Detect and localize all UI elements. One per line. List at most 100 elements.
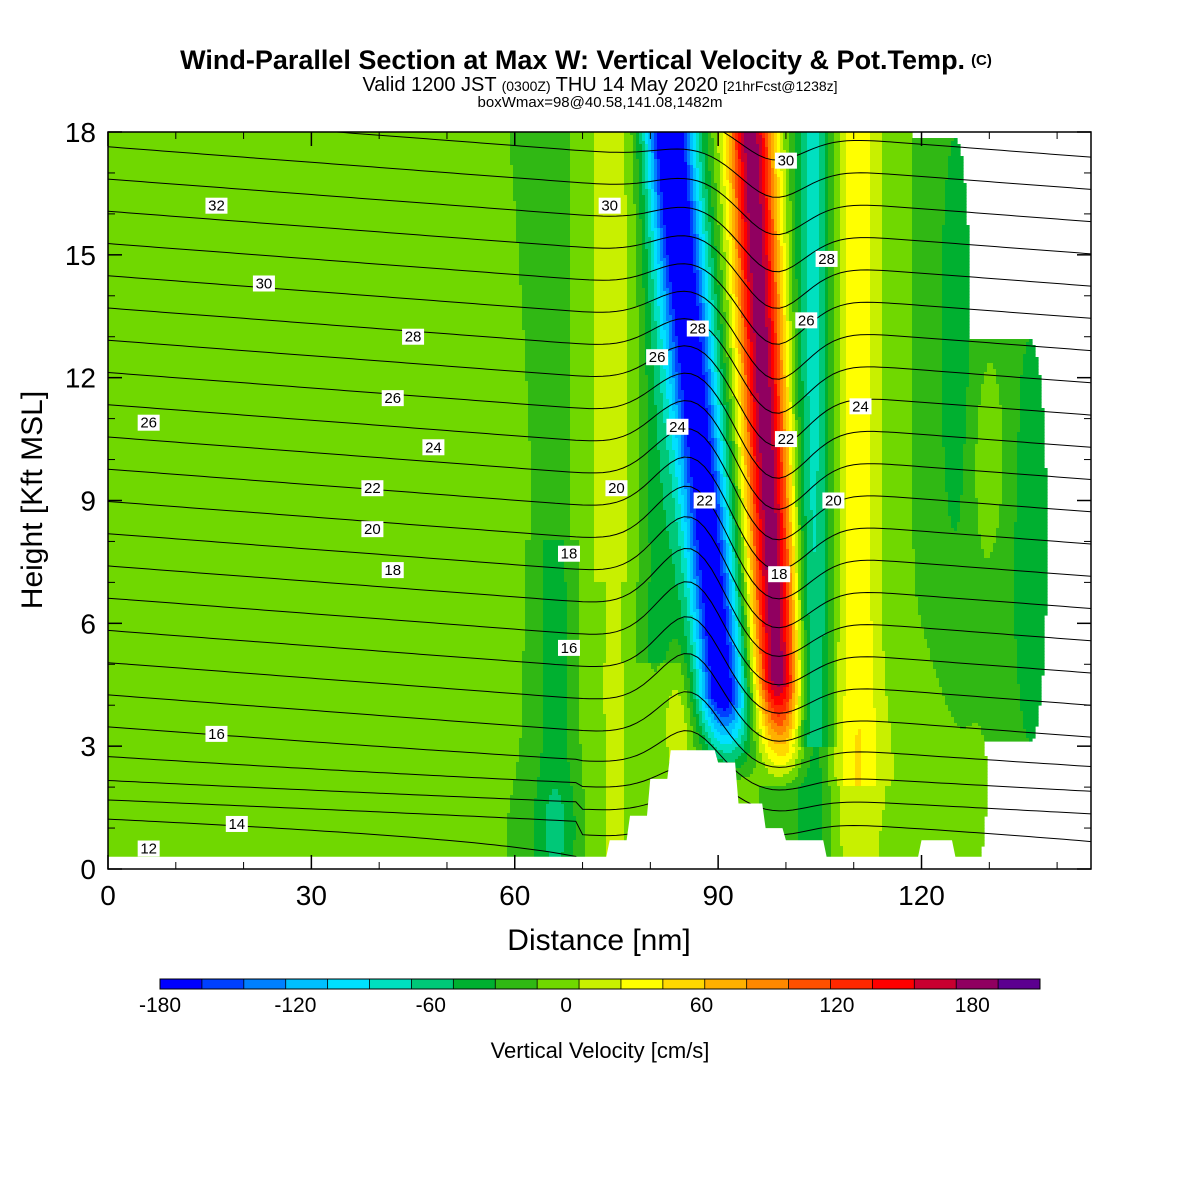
theta-contour-line	[108, 456, 1091, 571]
colorbar-swatch	[327, 979, 370, 989]
colorbar-swatch	[285, 979, 328, 989]
y-axis-label: Height [Kft MSL]	[16, 391, 49, 609]
colorbar-swatch	[914, 979, 957, 989]
theta-contour-label: 24	[422, 439, 445, 456]
colorbar-swatch	[369, 979, 412, 989]
axis-ticks: 0 30 60 90 120 0 3 6 9 12 15 18	[65, 117, 1091, 911]
theta-contour-label: 24	[849, 398, 872, 415]
colorbar-swatch	[956, 979, 999, 989]
theta-contour-label: 18	[768, 566, 791, 583]
colorbar-swatch	[537, 979, 580, 989]
theta-contour-label: 28	[815, 251, 838, 268]
theta-contour-label: 26	[795, 312, 818, 329]
colorbar-swatch	[620, 979, 664, 989]
colorbar-swatch	[746, 979, 789, 989]
chart-box-line: boxWmax=98@40.58,141.08,1482m	[478, 94, 723, 111]
theta-contour-label: 30	[774, 152, 797, 170]
theta-contour-label: 20	[361, 521, 384, 538]
colorbar-swatch	[201, 979, 245, 989]
theta-contour-line	[108, 485, 1091, 600]
x-tick-label: 120	[898, 880, 945, 911]
colorbar-frame	[159, 978, 1041, 990]
colorbar-swatch	[411, 979, 454, 989]
theta-contour-line	[108, 547, 1091, 657]
x-tick-label: 0	[100, 880, 116, 911]
colorbar-label: Vertical Velocity [cm/s]	[491, 1038, 710, 1063]
theta-contour-line	[108, 372, 1091, 479]
theta-contour-line	[108, 146, 1091, 236]
theta-contour-label: 26	[381, 390, 404, 407]
colorbar-swatch	[160, 979, 203, 989]
theta-contour-line	[108, 818, 700, 869]
theta-contours	[108, 132, 1091, 869]
theta-contour-label: 12	[137, 840, 160, 858]
x-tick-label: 30	[296, 880, 327, 911]
y-tick-label: 9	[80, 486, 96, 517]
theta-contour-line	[108, 427, 1091, 541]
theta-contour-label: 16	[205, 725, 228, 743]
theta-contour-label: 28	[402, 328, 425, 346]
colorbar-tick-label: 120	[819, 994, 854, 1017]
colorbar-tick-label: 180	[955, 994, 990, 1017]
theta-contour-label: 22	[693, 492, 716, 510]
theta-contour-label: 14	[225, 815, 248, 833]
x-axis-label: Distance [nm]	[507, 924, 690, 957]
chart-valid-line: Valid 1200 JST (0300Z) THU 14 May 2020 [21h…	[362, 74, 837, 96]
colorbar-tick-label: 0	[560, 994, 572, 1017]
theta-contour-label: 32	[205, 197, 228, 215]
theta-contour-label: 18	[557, 545, 580, 563]
theta-contour-line	[108, 799, 914, 869]
theta-contour-label: 28	[686, 320, 709, 338]
theta-contour-label: 20	[605, 480, 628, 497]
theta-contour-label: 26	[137, 414, 160, 432]
colorbar-swatch	[704, 979, 747, 989]
colorbar-swatch	[579, 979, 622, 989]
theta-contour-label: 22	[361, 480, 384, 497]
terrain	[108, 750, 1091, 869]
theta-contour-line	[108, 581, 1091, 686]
theta-contour-label: 24	[666, 418, 689, 436]
theta-contour-labels: 32 30 28 26 26 24 22 20 18 16 14 12 30 26 24 20 18 16 28 22…	[137, 152, 872, 858]
theta-contour-line	[108, 616, 1091, 714]
y-tick-label: 15	[65, 240, 96, 271]
colorbar-tick-label: 60	[690, 994, 713, 1017]
colorbar: -180 -120 -60 0 60 120 180	[139, 978, 1041, 1017]
theta-contour-line	[722, 132, 1091, 161]
theta-contour-line	[108, 339, 1091, 447]
theta-contour-label: 22	[774, 431, 797, 448]
plot-area: 32 30 28 26 26 24 22 20 18 16 14 12 30 26 24 20 18 16 28 22…	[108, 132, 1091, 869]
theta-contour-line	[108, 691, 1091, 768]
y-tick-label: 0	[80, 854, 96, 885]
theta-contour-line	[108, 726, 1091, 792]
theta-contour-line	[330, 132, 1091, 198]
colorbar-swatch	[243, 979, 287, 989]
colorbar-tick-label: -60	[416, 994, 446, 1017]
colorbar-swatch	[453, 979, 496, 989]
colorbar-swatch	[788, 979, 831, 989]
y-tick-label: 6	[80, 608, 96, 639]
theta-contour-line	[108, 210, 1091, 309]
colorbar-swatch	[998, 979, 1041, 989]
theta-contour-line	[108, 516, 1091, 629]
terrain-mask	[108, 750, 1091, 869]
theta-contour-line	[108, 178, 1091, 273]
theta-contour-label: 30	[598, 197, 621, 215]
theta-contour-label: 16	[557, 639, 580, 657]
theta-contour-line	[108, 243, 1091, 345]
colorbar-swatch	[495, 979, 538, 989]
y-tick-label: 18	[65, 117, 96, 148]
chart-title: Wind-Parallel Section at Max W: Vertical…	[180, 45, 992, 75]
theta-contour-line	[108, 400, 1091, 510]
colorbar-swatch	[830, 979, 873, 989]
x-tick-label: 90	[703, 880, 734, 911]
theta-contour-line	[108, 780, 1091, 843]
theta-contour-label: 30	[252, 275, 275, 292]
theta-contour-line	[108, 756, 1091, 815]
theta-contour-line	[108, 307, 1091, 414]
colorbar-swatch	[872, 979, 915, 989]
theta-contour-line	[108, 653, 1091, 742]
theta-contour-label: 26	[646, 349, 669, 366]
theta-contour-label: 20	[822, 492, 845, 510]
y-tick-label: 12	[65, 363, 96, 394]
